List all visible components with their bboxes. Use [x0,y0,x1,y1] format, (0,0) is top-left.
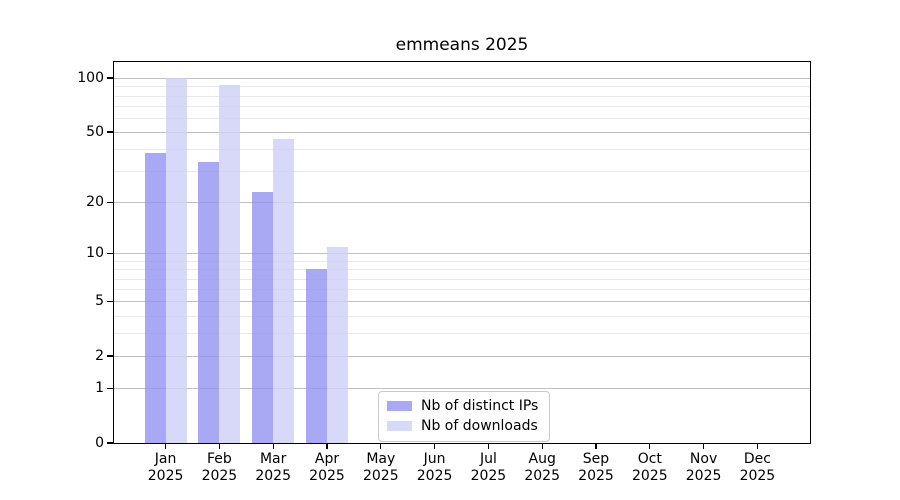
x-tick-label-sep: Sep 2025 [578,451,614,484]
x-tick-mar [272,444,274,449]
x-tick-aug [541,444,543,449]
x-tick-label-nov: Nov 2025 [685,451,722,484]
gridline-major-100 [114,78,810,79]
plot-area [113,61,811,444]
y-tick-label-20: 20 [86,193,104,210]
y-tick-50 [107,131,113,133]
gridline-minor-8 [114,269,810,271]
gridline-minor-90 [114,86,810,88]
y-tick-0 [107,442,113,444]
y-tick-20 [107,201,113,203]
legend-item-downloads: Nb of downloads [387,417,538,435]
y-tick-label-50: 50 [86,123,104,140]
y-tick-label-2: 2 [95,347,104,364]
x-tick-label-jan: Jan 2025 [147,451,184,484]
gridline-minor-3 [114,333,810,335]
bar-downloads-feb [219,85,241,443]
bar-downloads-jan [165,78,187,443]
x-tick-may [380,444,382,449]
x-tick-label-oct: Oct 2025 [631,451,668,484]
y-tick-label-0: 0 [95,434,104,451]
gridline-major-2 [114,356,810,358]
x-tick-nov [702,444,705,449]
legend-label-distinct-ips: Nb of distinct IPs [421,398,539,414]
gridline-major-50 [114,132,810,133]
x-tick-label-jun: Jun 2025 [416,451,453,484]
x-tick-label-feb: Feb 2025 [201,451,238,484]
x-tick-jul [487,444,490,449]
x-tick-apr [326,444,328,449]
gridline-minor-80 [114,95,810,97]
y-tick-label-100: 100 [77,69,104,86]
bar-distinct-ips-mar [252,191,274,443]
legend: Nb of distinct IPs Nb of downloads [378,391,551,442]
legend-swatch-downloads [387,421,412,431]
gridline-major-5 [114,301,810,303]
y-tick-5 [107,300,113,302]
x-tick-label-dec: Dec 2025 [739,451,776,484]
bar-distinct-ips-apr [306,269,327,443]
y-tick-10 [107,252,113,255]
x-tick-label-mar: Mar 2025 [255,451,291,484]
gridline-minor-7 [114,278,810,280]
gridline-major-1 [114,388,810,390]
y-tick-100 [107,77,113,79]
gridline-major-10 [114,253,810,255]
gridline-minor-30 [114,171,810,173]
x-tick-label-jul: Jul 2025 [470,451,507,484]
bar-distinct-ips-jan [144,153,166,443]
gridline-minor-40 [114,149,810,151]
gridline-minor-6 [114,289,810,291]
y-tick-1 [107,387,113,389]
legend-item-distinct-ips: Nb of distinct IPs [387,397,538,415]
x-tick-jan [164,444,167,449]
gridline-minor-4 [114,315,810,317]
gridline-minor-70 [114,105,810,107]
legend-label-downloads: Nb of downloads [421,418,538,434]
legend-swatch-distinct-ips [387,401,412,411]
x-tick-feb [218,444,221,449]
chart-title: emmeans 2025 [395,35,529,55]
x-tick-oct [649,444,651,449]
bar-downloads-apr [327,246,348,443]
bar-distinct-ips-feb [198,161,220,443]
x-tick-label-apr: Apr 2025 [309,451,345,484]
gridline-minor-9 [114,260,810,262]
gridline-major-20 [114,202,810,204]
x-tick-dec [756,444,759,449]
bar-downloads-mar [273,138,295,443]
x-tick-label-aug: Aug 2025 [524,451,560,484]
y-tick-label-1: 1 [95,379,104,396]
y-tick-label-10: 10 [86,244,104,261]
x-tick-label-may: May 2025 [362,451,399,484]
y-tick-label-5: 5 [95,292,104,309]
x-tick-jun [433,444,436,449]
y-tick-2 [107,355,113,357]
x-tick-sep [595,444,597,449]
gridline-minor-60 [114,117,810,119]
